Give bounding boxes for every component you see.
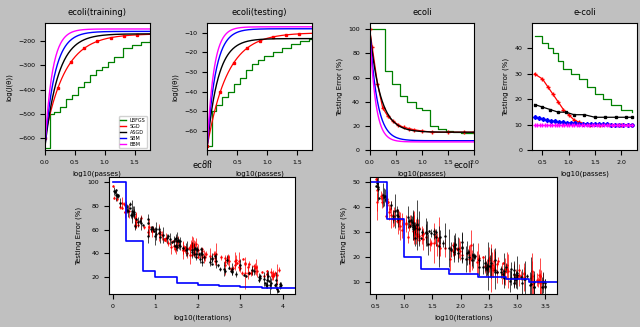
- X-axis label: log10(passes): log10(passes): [73, 171, 122, 177]
- Y-axis label: log(J(θ)): log(J(θ)): [172, 73, 179, 101]
- Y-axis label: Testing Error (%): Testing Error (%): [76, 206, 82, 265]
- Title: ecoli: ecoli: [192, 161, 212, 170]
- X-axis label: log10(iterations): log10(iterations): [173, 315, 231, 321]
- Y-axis label: log(J(θ)): log(J(θ)): [6, 73, 13, 101]
- Y-axis label: Testing Error (%): Testing Error (%): [502, 58, 509, 116]
- Title: ecoli(training): ecoli(training): [68, 8, 127, 17]
- X-axis label: log10(passes): log10(passes): [560, 171, 609, 177]
- Y-axis label: Testing Error (%): Testing Error (%): [336, 58, 342, 116]
- X-axis label: log10(passes): log10(passes): [397, 171, 447, 177]
- Title: e-coli: e-coli: [573, 8, 596, 17]
- X-axis label: log10(iterations): log10(iterations): [435, 315, 493, 321]
- X-axis label: log10(passes): log10(passes): [235, 171, 284, 177]
- Y-axis label: Testing Error (%): Testing Error (%): [340, 206, 347, 265]
- Legend: LBFGS, SGD, ASGD, SBM, BBM: LBFGS, SGD, ASGD, SBM, BBM: [119, 116, 147, 148]
- Title: ecoli: ecoli: [412, 8, 432, 17]
- Title: ecoli(testing): ecoli(testing): [232, 8, 287, 17]
- Title: ecoli: ecoli: [454, 161, 474, 170]
